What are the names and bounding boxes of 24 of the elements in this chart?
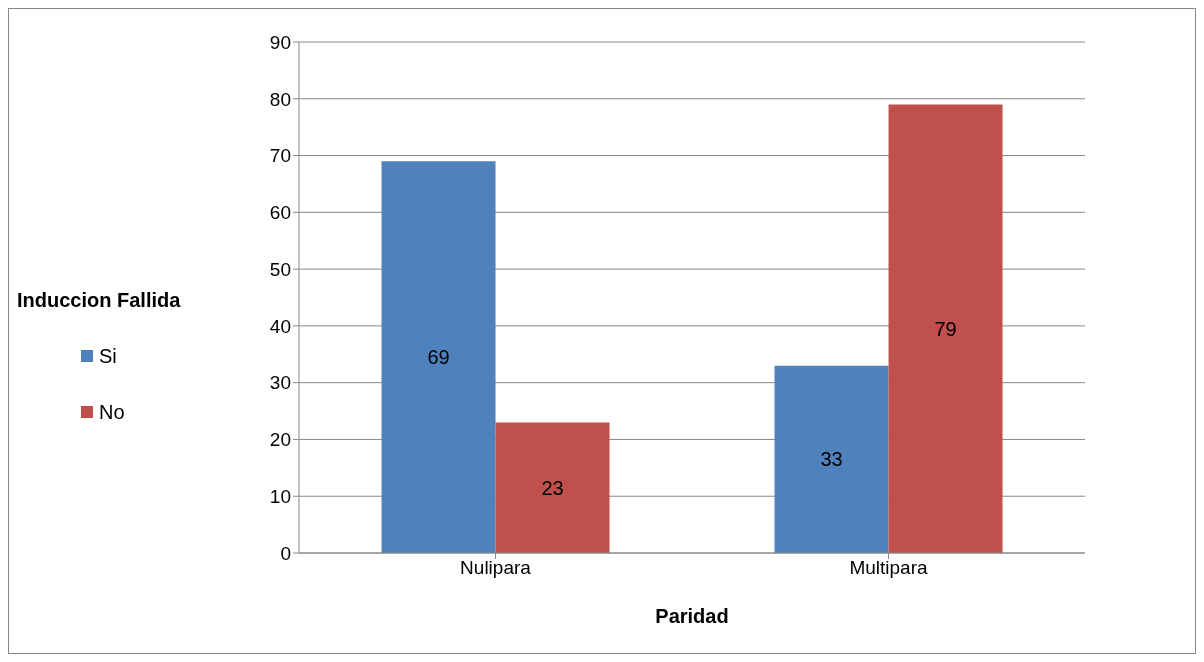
- data-label: 69: [427, 346, 450, 369]
- data-label: 23: [541, 476, 564, 499]
- bar: [495, 422, 610, 553]
- y-tick-label: 20: [269, 429, 291, 451]
- y-tick-label: 10: [269, 485, 291, 507]
- y-tick-label: 60: [269, 202, 291, 224]
- y-tick-label: 0: [280, 542, 291, 564]
- bar: [381, 161, 496, 553]
- y-tick-label: 30: [269, 372, 291, 394]
- legend-title: Induccion Fallida: [17, 289, 181, 312]
- y-tick-label: 70: [269, 145, 291, 167]
- data-label: 79: [934, 317, 957, 340]
- x-tick-label: Multipara: [849, 557, 928, 579]
- y-tick-label: 50: [269, 258, 291, 280]
- y-tick-label: 80: [269, 88, 291, 110]
- x-axis-title: Paridad: [655, 605, 729, 627]
- y-tick-label: 90: [269, 31, 291, 53]
- y-tick-label: 40: [269, 315, 291, 337]
- legend-label: Si: [99, 344, 117, 368]
- legend-label: No: [99, 400, 125, 424]
- bar: [888, 104, 1003, 553]
- data-label: 33: [820, 448, 843, 471]
- x-tick-label: Nulipara: [460, 557, 532, 579]
- bar: [774, 365, 889, 553]
